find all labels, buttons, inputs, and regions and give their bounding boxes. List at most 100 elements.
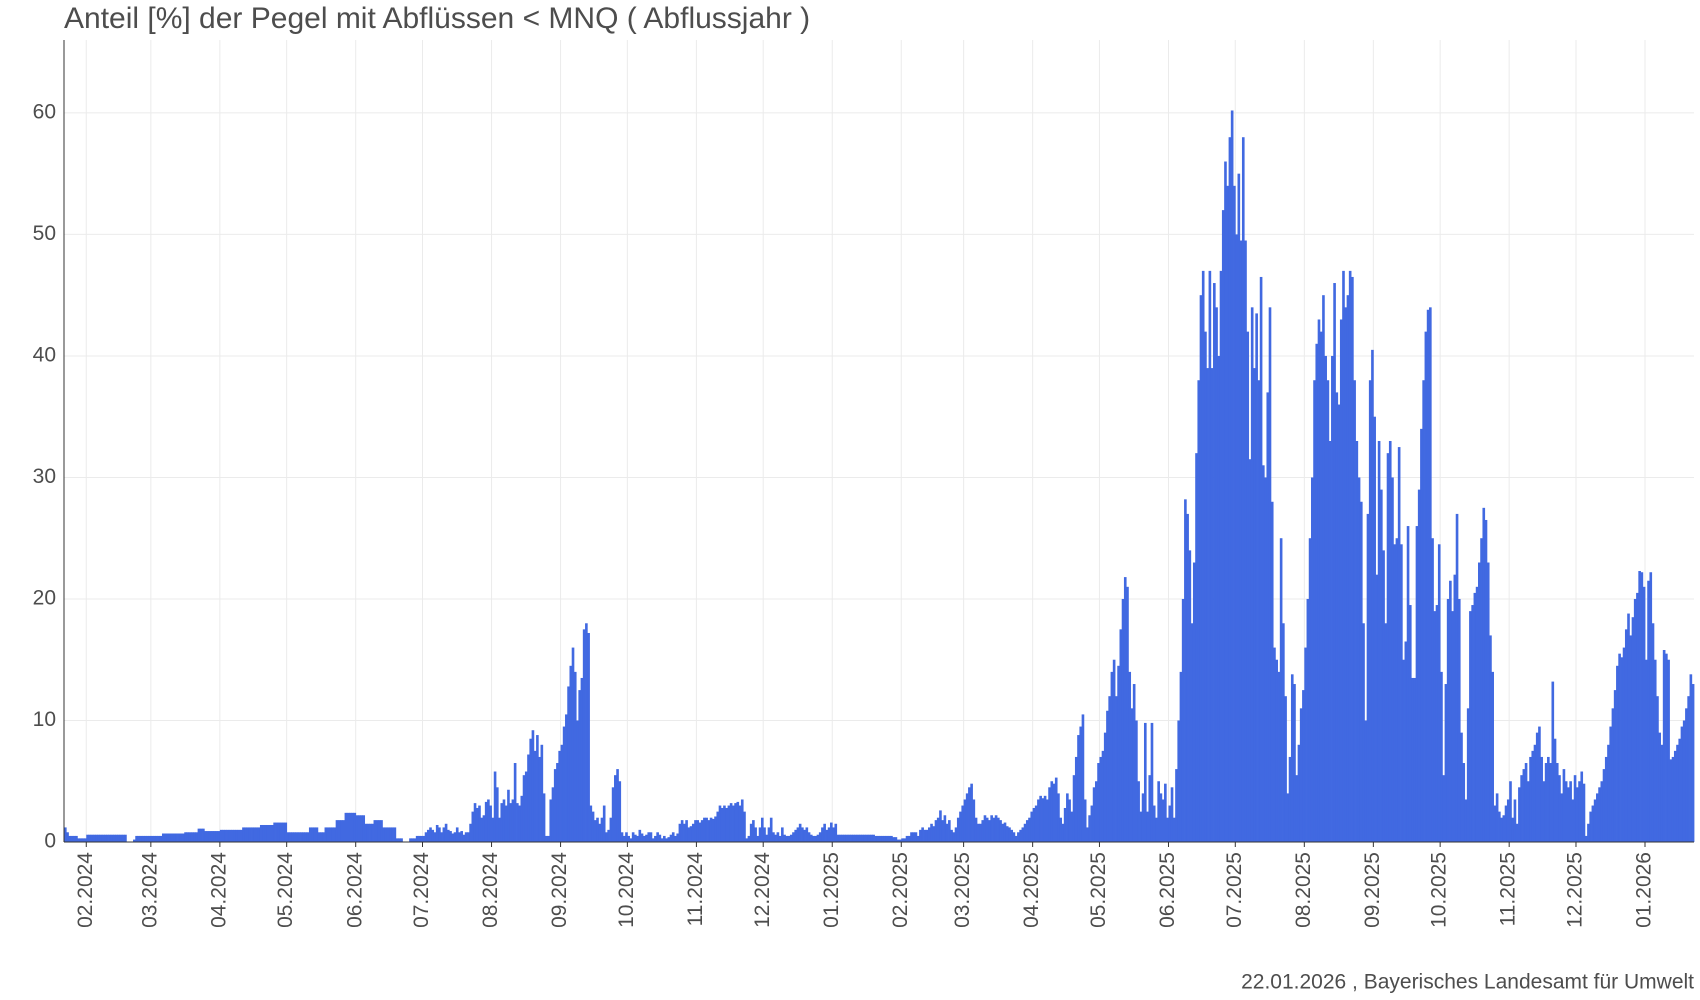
bar <box>1529 756 1532 842</box>
bar <box>658 834 662 842</box>
y-tick-label: 30 <box>33 465 56 488</box>
bar <box>1444 684 1448 842</box>
bar <box>1386 453 1390 842</box>
bar <box>879 835 882 842</box>
bar <box>1624 629 1628 842</box>
bar <box>979 823 982 842</box>
bar <box>99 834 103 842</box>
bar <box>438 827 441 842</box>
bar <box>1132 684 1136 842</box>
bar <box>562 726 566 842</box>
bar <box>291 832 294 842</box>
bar <box>153 835 156 842</box>
bar <box>593 820 597 842</box>
bar <box>64 827 67 842</box>
bar <box>667 837 671 842</box>
bar <box>1564 781 1568 842</box>
bar <box>1003 822 1007 842</box>
bar <box>894 837 898 842</box>
bar <box>304 832 308 842</box>
bar <box>1582 783 1586 842</box>
bar <box>939 810 942 842</box>
bar <box>1506 799 1510 842</box>
bar <box>1480 538 1483 842</box>
bar <box>847 834 851 842</box>
bar <box>429 827 432 842</box>
bar <box>489 805 492 842</box>
bar <box>141 835 145 842</box>
bar <box>665 838 668 842</box>
bar <box>101 834 105 842</box>
bar <box>747 835 751 842</box>
bar <box>362 815 366 842</box>
bar <box>1478 562 1481 842</box>
bar <box>1397 447 1401 842</box>
bar <box>1395 538 1399 842</box>
bar <box>480 817 484 842</box>
bar <box>435 824 439 842</box>
bar <box>498 817 501 842</box>
bar <box>1184 499 1187 842</box>
bar <box>587 632 590 842</box>
bar <box>266 824 270 842</box>
bar <box>1524 763 1528 842</box>
bar <box>1268 307 1272 842</box>
bar <box>1584 835 1588 842</box>
bar <box>736 801 740 842</box>
bar <box>482 815 486 842</box>
bar <box>830 822 833 842</box>
bar <box>538 756 541 842</box>
bar <box>954 827 958 842</box>
bar <box>1228 137 1232 842</box>
bar <box>1573 775 1577 842</box>
bar <box>1293 684 1296 842</box>
bar <box>696 820 700 842</box>
bar <box>72 835 76 842</box>
bar <box>84 838 87 842</box>
bar <box>605 832 608 842</box>
bar <box>1542 781 1546 842</box>
bar <box>386 827 390 842</box>
bar <box>1362 623 1365 842</box>
bar <box>1408 605 1412 842</box>
bar <box>976 823 980 842</box>
bar <box>854 834 858 842</box>
bar <box>1660 744 1664 842</box>
bar <box>133 839 136 842</box>
bar <box>1079 726 1083 842</box>
bar <box>792 832 795 842</box>
bar <box>1357 477 1361 842</box>
bar <box>622 835 626 842</box>
bar <box>161 833 165 842</box>
bar <box>308 827 312 842</box>
bar <box>182 833 185 842</box>
bar <box>870 834 873 842</box>
bar <box>1021 827 1025 842</box>
bar <box>1671 756 1675 842</box>
bar <box>1141 793 1145 842</box>
bar <box>1678 738 1682 842</box>
bar <box>863 834 867 842</box>
bar <box>188 832 192 842</box>
bar <box>945 823 949 842</box>
bar <box>502 799 506 842</box>
bar <box>867 834 871 842</box>
bar <box>302 832 305 842</box>
bar <box>838 834 842 842</box>
bar <box>1342 270 1345 842</box>
bar <box>1157 781 1160 842</box>
bar <box>1088 815 1091 842</box>
bar <box>1402 659 1405 842</box>
bar <box>1667 659 1670 842</box>
bar <box>803 829 806 842</box>
bar <box>1315 343 1319 842</box>
bar <box>453 832 457 842</box>
bar <box>1631 617 1635 842</box>
bar <box>1466 708 1470 842</box>
bar <box>1609 726 1613 842</box>
bar <box>444 823 448 842</box>
bar <box>326 827 330 842</box>
bar <box>1192 562 1196 842</box>
bar <box>560 744 564 842</box>
bar <box>1515 823 1519 842</box>
